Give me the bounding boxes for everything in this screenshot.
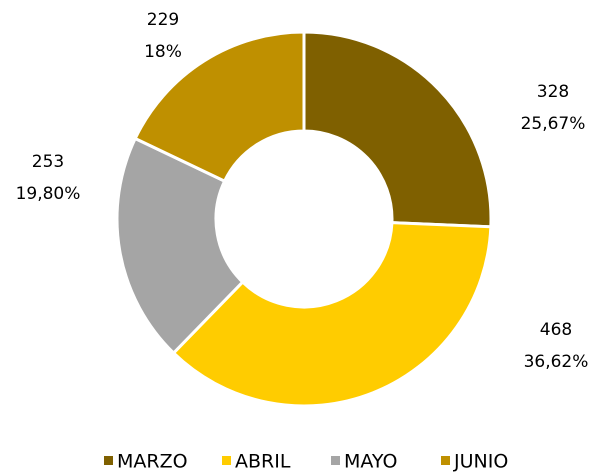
donut-slice — [133, 30, 306, 184]
legend-swatch — [441, 456, 450, 465]
percent-label: 19,80% — [16, 184, 81, 204]
legend-label: ABRIL — [235, 451, 291, 473]
legend-label: MAYO — [344, 451, 397, 473]
legend-label: MARZO — [117, 451, 188, 473]
legend-swatch — [331, 456, 340, 465]
percent-label: 25,67% — [521, 114, 586, 134]
percent-label: 36,62% — [524, 352, 589, 372]
legend-swatch — [104, 456, 113, 465]
donut-slice — [115, 136, 245, 356]
percent-label: 18% — [144, 42, 182, 62]
data-label: 229 — [147, 10, 179, 30]
donut-slice — [302, 30, 493, 229]
legend-label: JUNIO — [453, 451, 508, 473]
data-label: 328 — [537, 82, 569, 102]
donut-slice — [171, 221, 493, 408]
data-label: 468 — [540, 320, 572, 340]
legend-swatch — [222, 456, 231, 465]
data-label: 253 — [32, 152, 64, 172]
